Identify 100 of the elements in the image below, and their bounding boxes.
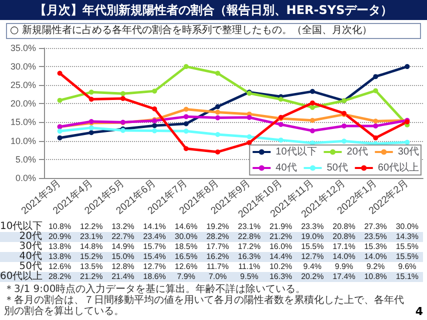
- data-label: 9.9%: [334, 262, 354, 272]
- data-label: 14.9%: [110, 242, 136, 252]
- data-label: 7.9%: [170, 272, 202, 282]
- point: [215, 149, 220, 154]
- point: [215, 70, 220, 76]
- text: 50代: [19, 261, 42, 272]
- point: [120, 96, 126, 101]
- point: [278, 138, 284, 143]
- data-label: 10.8%: [47, 222, 72, 232]
- point: [373, 118, 378, 124]
- text: 4: [415, 305, 423, 318]
- data-label: 28.2%: [202, 232, 234, 242]
- point: [184, 114, 189, 120]
- data-label: 15.5%: [394, 242, 420, 252]
- y-tick-label: 10.0%: [10, 136, 36, 146]
- data-label: 19.0%: [296, 232, 328, 242]
- text: ＊3/1 9:00時点の入力データを基に算出。年齢不詳は除いている。: [4, 284, 306, 295]
- point: [246, 140, 252, 146]
- data-label: 28.2%: [44, 272, 76, 282]
- data-label: 12.2%: [79, 222, 104, 232]
- data-label: 15.5%: [300, 242, 325, 252]
- legend-label: 30代: [398, 146, 419, 158]
- y-tick-label: 5.0%: [15, 154, 36, 164]
- text: 20代: [19, 231, 42, 242]
- data-label: 14.6%: [174, 222, 198, 232]
- point: [184, 64, 189, 70]
- point: [57, 128, 62, 134]
- data-label: 17.7%: [205, 242, 230, 252]
- data-label: 9.5%: [233, 272, 266, 282]
- legend-label: 40代: [276, 162, 297, 174]
- text: 60代以上: [0, 271, 43, 282]
- y-tick-label: 30.0%: [10, 62, 36, 72]
- point: [373, 123, 378, 128]
- point: [152, 128, 158, 134]
- data-label: 15.1%: [391, 272, 423, 282]
- data-label: 14.0%: [328, 252, 360, 262]
- point: [88, 125, 94, 130]
- point: [184, 106, 189, 112]
- point: [404, 64, 410, 70]
- point: [57, 70, 62, 76]
- data-label: 16.0%: [268, 242, 294, 252]
- data-label: 23.1%: [76, 232, 108, 242]
- y-tick-label: 0.0%: [15, 172, 36, 183]
- data-label: 21.4%: [107, 272, 139, 282]
- data-label: 9.4%: [302, 262, 323, 272]
- point: [215, 132, 220, 137]
- data-label: 9.2%: [365, 262, 386, 272]
- point: [184, 121, 189, 126]
- data-label: 17.4%: [328, 272, 360, 282]
- data-label: 22.8%: [233, 232, 266, 242]
- data-label: 12.8%: [110, 262, 136, 272]
- text: 40代: [19, 251, 42, 262]
- point: [120, 91, 126, 96]
- data-label: 12.7%: [142, 262, 167, 272]
- point: [278, 96, 284, 102]
- point: [152, 106, 158, 112]
- data-label: 16.3%: [233, 252, 266, 262]
- point: [310, 128, 315, 134]
- data-label: 30.0%: [170, 232, 202, 242]
- data-label: 20.8%: [328, 232, 360, 242]
- point: [215, 104, 220, 110]
- data-label: 13.8%: [47, 242, 72, 252]
- data-label: 12.7%: [296, 252, 328, 262]
- point: [310, 88, 315, 94]
- legend-label: 10代以下: [276, 146, 317, 158]
- data-label: 17.1%: [332, 242, 356, 252]
- point: [373, 74, 378, 80]
- data-label: 20.9%: [44, 232, 76, 242]
- data-label: 23.1%: [236, 222, 262, 232]
- data-label: 21.9%: [268, 222, 294, 232]
- point: [342, 123, 347, 128]
- point: [88, 96, 94, 102]
- data-label: 15.5%: [391, 252, 423, 262]
- data-label: 14.4%: [265, 252, 297, 262]
- chart-subtitle: ○ 新規陽性者に占める各年代の割合を時系列で整理したもの。（全国、月次化）: [6, 23, 421, 39]
- legend-label: 60代以上: [378, 162, 419, 174]
- data-label: 18.5%: [174, 242, 198, 252]
- text: ＊各月の割合は、７日間移動平均の値を用いて各月の陽性者数を累積化した上で、各年代別の割合を算出している。: [4, 295, 405, 317]
- point: [278, 122, 284, 127]
- y-tick-label: 15.0%: [10, 117, 36, 128]
- text: 10代以下: [0, 221, 43, 232]
- data-label: 17.2%: [236, 242, 262, 252]
- data-label: 14.3%: [391, 232, 423, 242]
- text: 30代: [19, 241, 42, 252]
- data-label: 23.4%: [138, 232, 170, 242]
- point: [310, 104, 315, 110]
- y-tick-label: 25.0%: [10, 80, 36, 90]
- point: [152, 123, 158, 128]
- data-label: 22.7%: [107, 232, 139, 242]
- point: [184, 146, 189, 152]
- point: [310, 118, 315, 123]
- data-label: 23.3%: [300, 222, 325, 232]
- data-label: 11.7%: [206, 262, 230, 272]
- data-label: 7.0%: [202, 272, 234, 282]
- data-label: 15.4%: [138, 252, 170, 262]
- data-label: 9.6%: [397, 262, 418, 272]
- point: [404, 140, 410, 145]
- data-label: 13.5%: [79, 262, 104, 272]
- point: [310, 100, 315, 106]
- data-label: 14.1%: [142, 222, 167, 232]
